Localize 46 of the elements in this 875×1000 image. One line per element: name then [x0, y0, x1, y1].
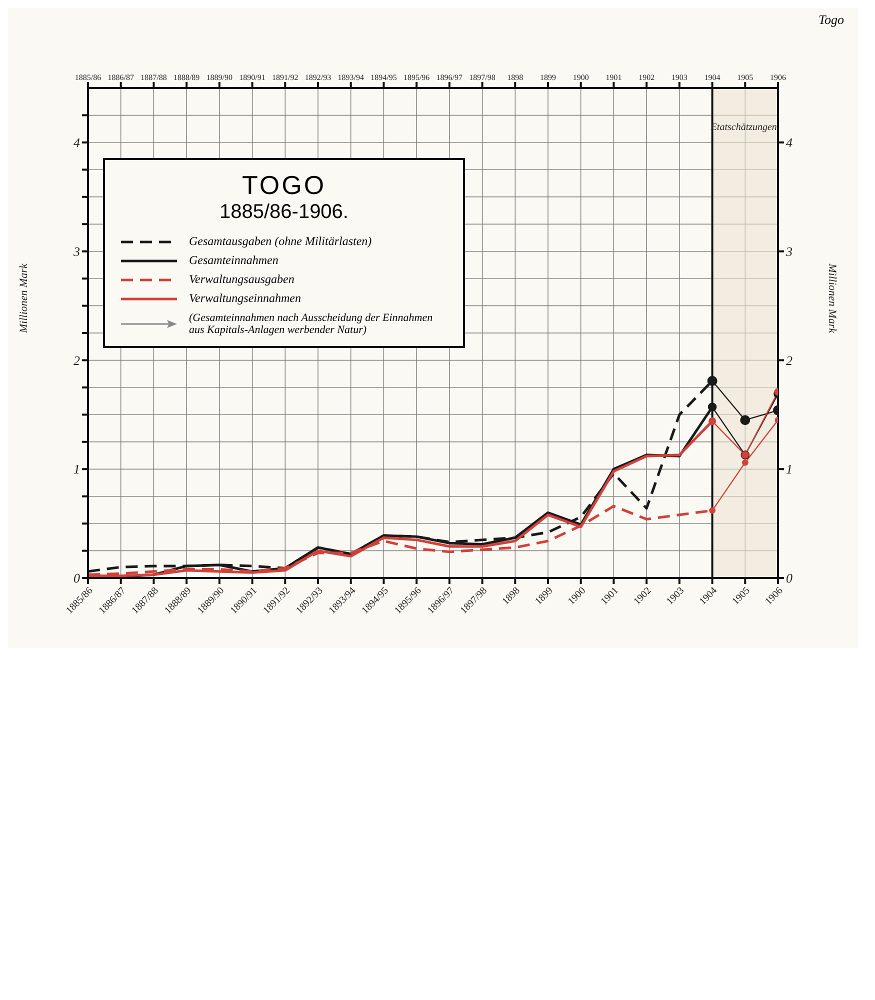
y2-axis-title: Millionen Mark — [826, 262, 838, 334]
text: TOGO — [240, 170, 328, 201]
category-label: 1905 — [737, 73, 754, 82]
category-label: 1888/89 — [173, 73, 200, 82]
y2-tick-label: 4 — [786, 135, 793, 150]
text: 1885/86-1906. — [218, 201, 350, 224]
category-label: 1902 — [638, 73, 655, 82]
category-label: 1899 — [540, 73, 556, 82]
y-axis-title: Millionen Mark — [18, 262, 30, 334]
category-label: 1886/87 — [108, 73, 134, 82]
category-label: 1885/86 — [74, 73, 102, 82]
category-label: 1889/90 — [206, 73, 233, 82]
category-label: 1904 — [704, 73, 720, 82]
category-label: 1890/91 — [239, 73, 266, 82]
annotation: (Gesamteinnahmen nach Ausscheidung der Einnahmen aus Kapitals-Anlagen werbender Natur) — [189, 312, 434, 336]
category-label: 1903 — [671, 73, 688, 82]
category-label: 1895/96 — [403, 73, 430, 82]
legend-label: Verwaltungseinnahmen — [189, 291, 301, 306]
y-tick-label: 1 — [74, 462, 80, 477]
category-label: 1898 — [507, 73, 524, 82]
legend-label: Gesamtausgaben (ohne Militärlasten) — [189, 234, 372, 249]
y-tick-label: 4 — [74, 135, 80, 150]
y2-tick-label: 3 — [785, 244, 793, 259]
y2-tick-label: 0 — [786, 570, 793, 586]
category-label: 1894/95 — [370, 73, 397, 82]
category-label: 1897/98 — [469, 73, 496, 82]
category-label: 1906 — [770, 73, 786, 82]
x-tick-label: 1899 — [533, 585, 556, 608]
legend-label: Gesamteinnahmen — [189, 253, 278, 268]
category-label: 1892/93 — [304, 73, 332, 82]
y-tick-label: 0 — [74, 570, 80, 586]
x-tick-label: 1900 — [566, 585, 588, 608]
category-label: 1896/97 — [436, 73, 463, 82]
category-label: 1891/92 — [272, 73, 298, 82]
text: Togo — [818, 12, 844, 28]
category-label: 1893/94 — [338, 73, 364, 82]
category-label: 1901 — [606, 73, 622, 82]
x-tick-label: 1901 — [598, 585, 621, 608]
y-tick-label: 3 — [72, 244, 80, 259]
y2-tick-label: 2 — [786, 352, 793, 368]
category-label: 1900 — [572, 73, 589, 82]
x-tick-label: 1902 — [632, 585, 654, 608]
y-tick-label: 2 — [74, 352, 80, 368]
legend-label: Verwaltungsausgaben — [189, 272, 294, 287]
y2-tick-label: 1 — [786, 462, 792, 477]
category-label: 1887/88 — [140, 73, 167, 82]
